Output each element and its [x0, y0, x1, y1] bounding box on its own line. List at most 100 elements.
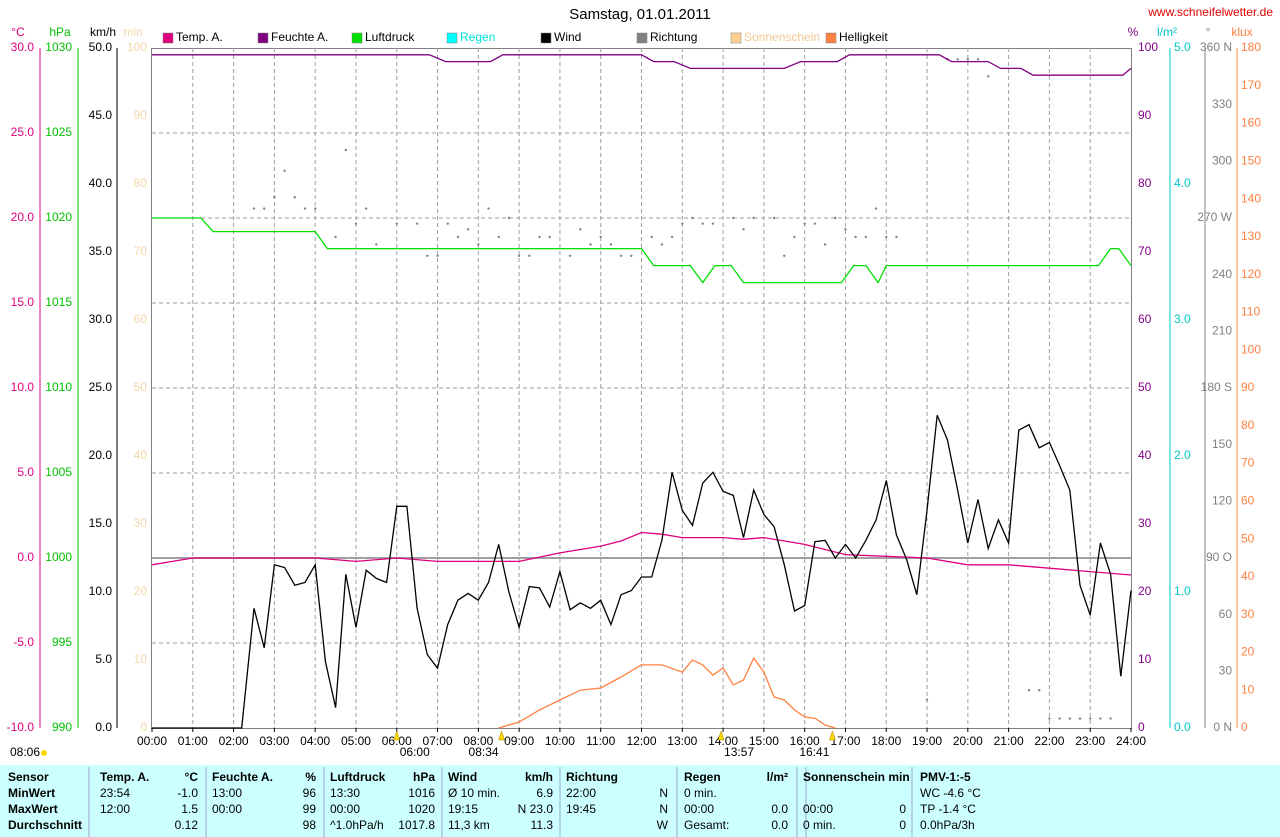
y-tick-label: 0.0 — [17, 550, 34, 564]
y-tick-label: 90 — [134, 108, 148, 122]
x-tick-label: 10:00 — [545, 734, 575, 748]
y-tick-label: 20 — [1241, 645, 1255, 659]
y-tick-label: 70 — [134, 244, 148, 258]
direction-dot — [895, 235, 898, 239]
site-link: www.schneifelwetter.de — [1147, 5, 1273, 19]
direction-dot — [313, 207, 317, 210]
direction-dot — [732, 216, 735, 220]
direction-dot — [1027, 689, 1031, 692]
axis-unit: min — [123, 25, 142, 39]
direction-dot — [1089, 717, 1092, 720]
y-tick-label: 80 — [1138, 176, 1152, 190]
x-tick-label: 06:00 — [382, 734, 412, 748]
y-tick-label: 10.0 — [11, 380, 35, 394]
y-tick-label: -10.0 — [7, 720, 35, 734]
direction-dot — [446, 222, 449, 225]
direction-dot — [803, 222, 806, 225]
axis-unit: klux — [1231, 25, 1252, 39]
table-cell: WC -4.6 °C — [920, 786, 981, 800]
direction-dot — [538, 235, 541, 239]
x-tick-label: 16:00 — [790, 734, 820, 748]
table-cell: hPa — [413, 770, 435, 784]
y-tick-label: 150 — [1241, 154, 1261, 168]
direction-dot — [579, 228, 582, 231]
direction-dot — [823, 243, 827, 246]
x-tick-label: 23:00 — [1075, 734, 1105, 748]
direction-dot — [487, 207, 490, 210]
y-tick-label: 10 — [1241, 682, 1255, 696]
y-tick-label: 30 — [1241, 607, 1255, 621]
direction-dot — [1048, 717, 1051, 720]
y-tick-label: 35.0 — [89, 244, 113, 258]
y-tick-label: 50 — [1241, 531, 1255, 545]
y-tick-label: 40 — [1138, 448, 1152, 462]
y-tick-label: 330 — [1212, 97, 1232, 111]
direction-dot — [925, 698, 929, 701]
table-cell: Gesamt: — [684, 818, 729, 832]
sun-marker — [498, 730, 505, 741]
direction-dot — [273, 196, 276, 199]
y-tick-label: 50.0 — [89, 40, 113, 54]
y-tick-label: 1015 — [45, 295, 72, 309]
table-cell: Durchschnitt — [8, 818, 82, 832]
table-cell: 0 — [899, 802, 906, 816]
y-tick-label: 0 — [1241, 720, 1248, 734]
table-cell: 1017.8 — [398, 818, 435, 832]
y-tick-label: 0 — [140, 720, 147, 734]
y-tick-label: 300 — [1212, 154, 1232, 168]
y-tick-label: 0 N — [1213, 720, 1232, 734]
direction-dot — [793, 235, 796, 239]
y-tick-label: 1000 — [45, 550, 72, 564]
y-tick-label: 1020 — [45, 210, 72, 224]
y-tick-label: 70 — [1138, 244, 1152, 258]
y-tick-label: 160 — [1241, 116, 1261, 130]
direction-dot — [507, 216, 511, 220]
y-tick-label: 120 — [1212, 494, 1232, 508]
direction-dot — [966, 58, 970, 61]
y-tick-label: 20 — [134, 584, 148, 598]
legend-label: Sonnenschein — [744, 30, 820, 44]
sun-event-label: 06:00 — [400, 745, 430, 759]
y-tick-label: 15.0 — [89, 516, 113, 530]
y-tick-label: 40.0 — [89, 176, 113, 190]
direction-dot — [466, 228, 470, 231]
series-line — [152, 414, 1132, 729]
direction-dot — [354, 222, 358, 225]
table-cell: 13:00 — [212, 786, 242, 800]
table-cell: ^1.0hPa/h — [330, 818, 384, 832]
y-tick-label: 40 — [134, 448, 148, 462]
table-cell: 00:00 — [803, 802, 833, 816]
y-tick-label: 20.0 — [11, 210, 35, 224]
table-cell: MinWert — [8, 786, 55, 800]
y-tick-label: 5.0 — [17, 465, 34, 479]
y-tick-label: 1025 — [45, 125, 72, 139]
direction-dot — [1068, 717, 1072, 720]
chart-title: Samstag, 01.01.2011 — [569, 6, 711, 23]
y-tick-label: 995 — [52, 635, 72, 649]
axis-unit: hPa — [49, 25, 71, 39]
direction-dot — [364, 207, 368, 210]
legend-label: Temp. A. — [176, 30, 223, 44]
legend-swatch — [351, 32, 363, 44]
direction-dot — [477, 243, 480, 246]
x-tick-label: 21:00 — [994, 734, 1024, 748]
y-tick-label: 100 — [127, 40, 147, 54]
direction-dot — [681, 222, 684, 225]
y-tick-label: 360 N — [1200, 40, 1232, 54]
table-cell: 1016 — [408, 786, 435, 800]
sun-marker — [393, 730, 401, 741]
direction-dot — [293, 196, 296, 199]
y-tick-label: 120 — [1241, 267, 1261, 281]
direction-dot — [783, 254, 786, 257]
sun-marker — [717, 730, 725, 741]
table-cell: l/m² — [767, 770, 788, 784]
x-tick-label: 04:00 — [300, 734, 330, 748]
legend-swatch — [636, 32, 648, 44]
y-tick-label: 170 — [1241, 78, 1261, 92]
direction-dot — [813, 222, 817, 225]
direction-dot — [548, 235, 551, 239]
direction-dot — [701, 222, 704, 225]
table-cell: TP -1.4 °C — [920, 802, 976, 816]
legend-label: Wind — [554, 30, 581, 44]
sun-event-label: 16:41 — [799, 745, 829, 759]
